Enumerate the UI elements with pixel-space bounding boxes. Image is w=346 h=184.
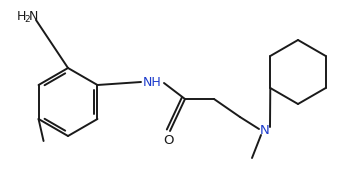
Text: H: H <box>16 10 26 24</box>
Text: NH: NH <box>143 75 161 89</box>
Text: 2: 2 <box>24 15 30 24</box>
Text: N: N <box>260 123 270 137</box>
Text: O: O <box>163 134 173 146</box>
Text: N: N <box>28 10 38 24</box>
